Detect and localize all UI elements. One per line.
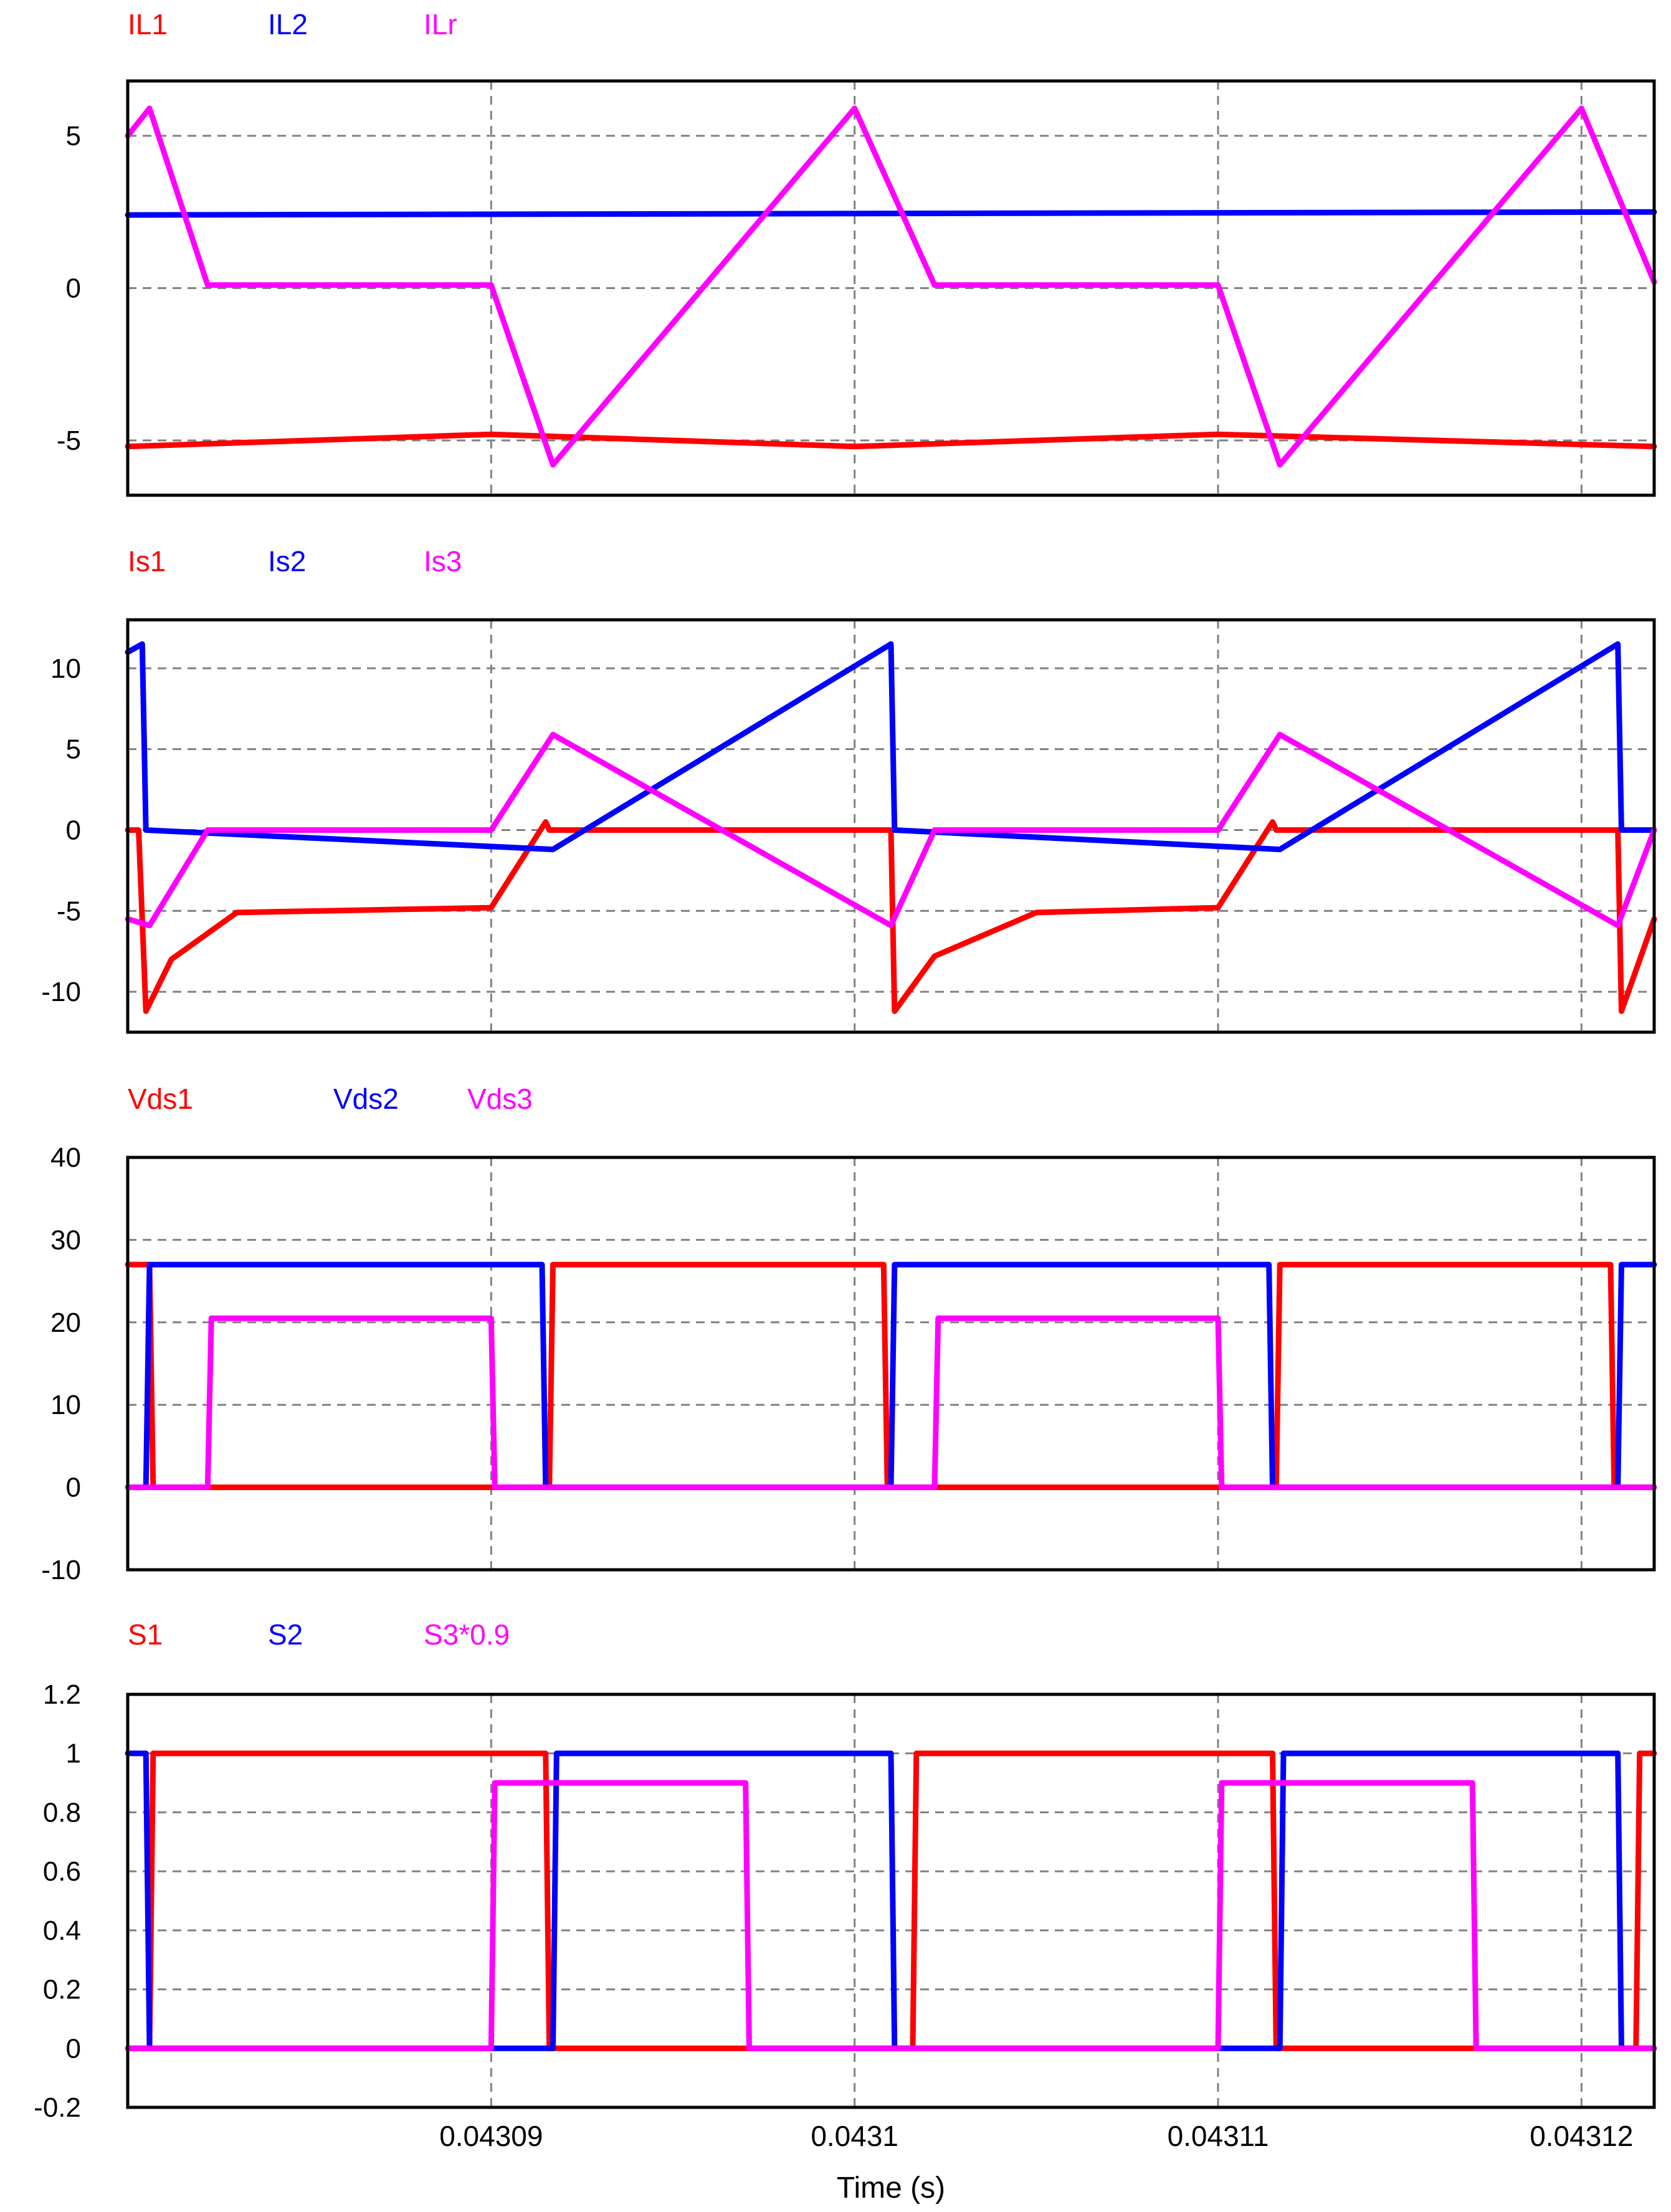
- y-tick-label: -0.2: [34, 2092, 81, 2123]
- y-tick-label: 10: [50, 1390, 81, 1420]
- panel-3: -10 0 10 20 30 40 Vds1 Vds2 Vds3: [41, 1083, 1657, 1585]
- y-tick-label: 30: [50, 1225, 81, 1255]
- x-tick-label: 0.0431: [811, 2120, 898, 2152]
- y-tick-label: 0.2: [43, 1975, 81, 2005]
- plot-frame: [126, 1156, 1656, 1572]
- legend-entry-il1: IL1: [128, 8, 168, 40]
- legend-entry-vds3: Vds3: [467, 1083, 533, 1115]
- x-tick-label: 0.04312: [1530, 2120, 1633, 2152]
- y-tick-label: 0.6: [43, 1856, 81, 1887]
- plot-frame: [126, 79, 1656, 497]
- y-tick-label: 20: [50, 1308, 81, 1338]
- legend-entry-s3-0-9: S3*0.9: [424, 1618, 510, 1651]
- series-line-ilr: [125, 105, 1657, 468]
- legend-entry-s1: S1: [128, 1618, 163, 1651]
- y-tick-label: 0: [66, 273, 81, 304]
- y-tick-label: 0.8: [43, 1797, 81, 1828]
- series-line-s1: [125, 1750, 1657, 2051]
- series-line-vds1: [125, 1261, 1657, 1491]
- y-tick-label: 1: [66, 1739, 81, 1769]
- legend-entry-vds1: Vds1: [128, 1083, 193, 1115]
- legend-entry-vds2: Vds2: [333, 1083, 399, 1115]
- series-line-s2: [125, 1750, 1657, 2051]
- y-tick-label: 10: [50, 653, 81, 684]
- legend-entry-il2: IL2: [268, 8, 308, 40]
- y-tick-label: 40: [50, 1142, 81, 1173]
- panel-1: -5 0 5 IL1 IL2 ILr: [57, 8, 1657, 497]
- x-tick-label: 0.04309: [439, 2120, 543, 2152]
- y-tick-label: -10: [41, 1555, 81, 1585]
- legend-entry-is3: Is3: [424, 545, 462, 577]
- legend-entry-is1: Is1: [128, 545, 166, 577]
- series-line-is2: [125, 641, 1657, 853]
- series-line-is3: [125, 731, 1657, 929]
- y-tick-label: 5: [66, 121, 81, 151]
- y-tick-label: 1.2: [43, 1679, 81, 1710]
- series-line-vds3: [125, 1315, 1657, 1491]
- series-line-il2: [125, 209, 1657, 218]
- legend-entry-s2: S2: [268, 1618, 303, 1651]
- y-tick-label: 5: [66, 734, 81, 765]
- y-tick-label: 0: [66, 1473, 81, 1503]
- panel-2: -10 -5 0 5 10 Is1 Is2 Is3: [41, 545, 1657, 1034]
- y-tick-label: 0: [66, 2033, 81, 2064]
- legend-entry-is2: Is2: [268, 545, 306, 577]
- y-tick-label: -5: [57, 425, 81, 456]
- legend-entry-ilr: ILr: [424, 8, 457, 40]
- series-line-s3-0-9: [125, 1780, 1657, 2051]
- plot-frame: [126, 1692, 1656, 2109]
- x-axis-label: Time (s): [837, 2172, 945, 2205]
- plot-frame: [126, 618, 1656, 1034]
- series-line-vds2: [125, 1261, 1657, 1491]
- panel-4: -0.2 0 0.2 0.4 0.6 0.8 1 1.2 S1 S2 S3*0.9 0.04309 0.…: [34, 1618, 1657, 2205]
- series-line-il1: [125, 431, 1657, 450]
- y-tick-label: 0.4: [43, 1915, 81, 1946]
- y-tick-label: -10: [41, 977, 81, 1007]
- y-tick-label: -5: [57, 896, 81, 926]
- x-tick-label: 0.04311: [1168, 2120, 1269, 2152]
- y-tick-label: 0: [66, 815, 81, 845]
